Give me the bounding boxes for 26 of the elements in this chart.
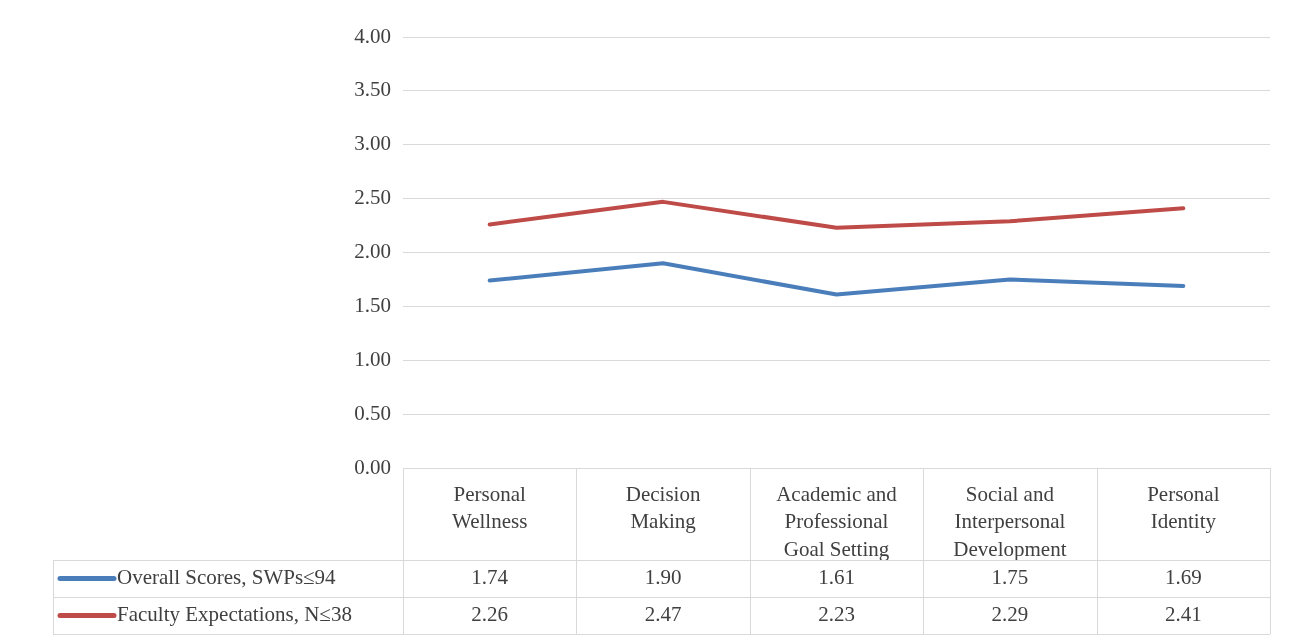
x-tick-label: Personal Wellness bbox=[452, 482, 528, 534]
data-label: 2.29 bbox=[991, 602, 1029, 627]
y-tick-label: 0.50 bbox=[354, 400, 391, 425]
data-label: 1.61 bbox=[818, 565, 855, 590]
x-tick-label: Personal Identity bbox=[1147, 482, 1220, 534]
data-label: 2.23 bbox=[818, 602, 855, 627]
x-tick-label: Academic and Professional Goal Setting bbox=[776, 482, 898, 561]
data-label: 1.75 bbox=[991, 565, 1029, 590]
y-tick-label: 3.00 bbox=[354, 131, 391, 156]
data-label: 1.90 bbox=[644, 565, 682, 590]
y-tick-label: 4.00 bbox=[354, 23, 391, 48]
y-tick-label: 3.50 bbox=[354, 77, 391, 102]
y-tick-label: 1.50 bbox=[354, 292, 391, 317]
data-label: 2.41 bbox=[1164, 602, 1202, 627]
x-tick-label: Decision Making bbox=[625, 482, 701, 534]
data-label: 1.69 bbox=[1164, 565, 1202, 590]
data-label: 2.26 bbox=[471, 602, 509, 627]
y-tick-label: 1.00 bbox=[354, 346, 391, 371]
legend-label: Faculty Expectations, N≤38 bbox=[117, 602, 352, 627]
y-tick-label: 0.00 bbox=[354, 454, 391, 479]
data-label: 2.47 bbox=[644, 602, 682, 627]
y-tick-label: 2.50 bbox=[354, 185, 391, 210]
x-tick-label: Social and Interpersonal Development bbox=[953, 482, 1067, 561]
legend-label: Overall Scores, SWPs≤94 bbox=[117, 565, 337, 590]
y-tick-label: 2.00 bbox=[354, 239, 391, 264]
data-label: 1.74 bbox=[471, 565, 509, 590]
